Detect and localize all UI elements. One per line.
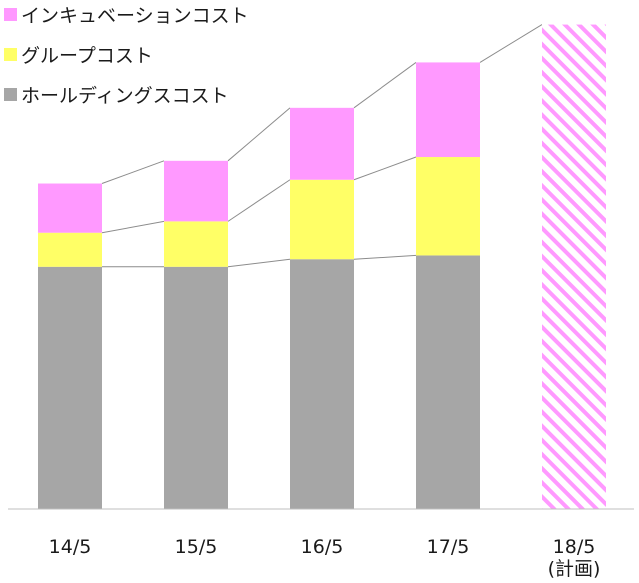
series-connector-lines [101, 24, 543, 268]
x-tick-label: 14/5 [49, 536, 92, 558]
legend: インキュベーションコスト グループコスト ホールディングスコスト [4, 2, 249, 122]
bar-segment [416, 157, 480, 256]
legend-swatch-incubation [4, 7, 17, 21]
bar-segment [416, 62, 480, 158]
x-tick-label: 16/5 [301, 536, 344, 558]
bar-segment [164, 221, 228, 267]
series-line [101, 220, 165, 234]
series-line [353, 62, 417, 109]
x-tick-label: 18/5 (計画) [548, 536, 601, 580]
bar-segment [38, 232, 102, 267]
bar-segment [290, 107, 354, 180]
series-line [353, 156, 417, 181]
legend-item-incubation: インキュベーションコスト [4, 2, 249, 27]
bar-segment [38, 183, 102, 233]
legend-label-incubation: インキュベーションコスト [21, 4, 249, 27]
bar-segment [38, 266, 102, 509]
legend-label-holdings: ホールディングスコスト [21, 84, 229, 107]
x-tick-label: 15/5 [175, 536, 218, 558]
series-line [353, 254, 417, 260]
series-line [227, 107, 291, 162]
series-line [479, 24, 543, 63]
x-tick-labels: 14/5 15/5 16/5 17/5 18/5 (計画) [49, 536, 601, 580]
bar-segment [164, 160, 228, 222]
legend-label-group: グループコスト [21, 44, 153, 67]
plan-bar [542, 24, 606, 509]
bar-segment [416, 255, 480, 509]
series-line [227, 258, 291, 268]
series-line [227, 179, 291, 222]
x-tick-label: 17/5 [427, 536, 470, 558]
bars [38, 24, 606, 509]
legend-swatch-holdings [4, 87, 17, 101]
series-line [101, 160, 165, 184]
bar-segment [290, 259, 354, 509]
legend-item-holdings: ホールディングスコスト [4, 82, 249, 107]
bar-segment [164, 266, 228, 509]
bar-segment [290, 179, 354, 260]
legend-item-group: グループコスト [4, 42, 249, 67]
legend-swatch-group [4, 47, 17, 61]
